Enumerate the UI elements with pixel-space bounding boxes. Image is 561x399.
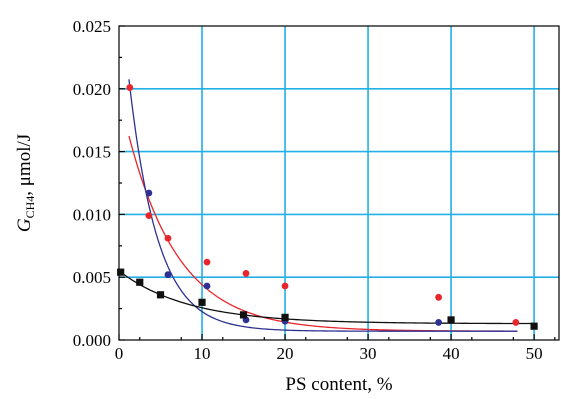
y-axis-label: GCH4, μmol/J	[14, 134, 37, 232]
x-tick-label: 50	[526, 344, 543, 363]
data-point-series-1	[145, 212, 153, 220]
x-tick-label: 30	[360, 344, 377, 363]
data-point-series-3	[281, 313, 289, 321]
y-tick-label: 0.020	[73, 80, 111, 99]
data-point-series-3	[156, 291, 165, 299]
x-tick-label: 40	[443, 344, 460, 363]
data-point-series-1	[126, 84, 134, 91]
data-point-series-1	[281, 282, 289, 290]
x-tick-label: 20	[277, 344, 294, 363]
data-point-series-3	[136, 278, 144, 286]
data-point-series-3	[198, 298, 206, 306]
y-axis-subscript: CH4	[23, 196, 37, 219]
y-tick-label: 0.015	[73, 143, 111, 162]
fit-curve-2	[128, 79, 518, 332]
data-point-series-1	[512, 319, 520, 326]
x-tick-label: 0	[115, 344, 124, 363]
x-tick-labels: 0 10 20 30 40 50	[115, 344, 543, 363]
grid-lines	[119, 26, 559, 340]
data-point-series-1	[242, 270, 250, 277]
fit-curve-1	[128, 135, 518, 332]
y-tick-labels: 0.000 0.005 0.010 0.015 0.020 0.025	[73, 17, 111, 350]
y-tick-label: 0.025	[73, 17, 111, 36]
y-tick-label: 0.005	[73, 268, 111, 287]
x-tick-label: 10	[194, 344, 211, 363]
plot-frame	[118, 25, 560, 341]
data-point-series-1	[203, 258, 211, 266]
fit-curve-3	[118, 270, 535, 325]
data-point-series-3	[447, 316, 455, 324]
data-point-series-2	[164, 271, 172, 279]
axis-ticks	[118, 25, 556, 341]
x-axis-label: PS content, %	[285, 374, 392, 395]
data-point-series-1	[164, 234, 172, 242]
data-point-series-3	[239, 311, 248, 319]
y-axis-unit: , μmol/J	[14, 134, 35, 196]
data-point-series-2	[435, 319, 443, 326]
y-tick-label: 0.010	[73, 205, 111, 224]
fit-curves	[118, 79, 535, 332]
y-axis-symbol: G	[14, 218, 35, 232]
data-point-series-2	[203, 282, 211, 290]
data-point-series-3	[530, 322, 538, 330]
y-tick-label: 0.000	[73, 331, 111, 350]
data-points	[117, 84, 538, 330]
data-point-series-2	[145, 189, 153, 197]
data-point-series-1	[435, 293, 443, 301]
data-point-series-3	[117, 268, 125, 276]
